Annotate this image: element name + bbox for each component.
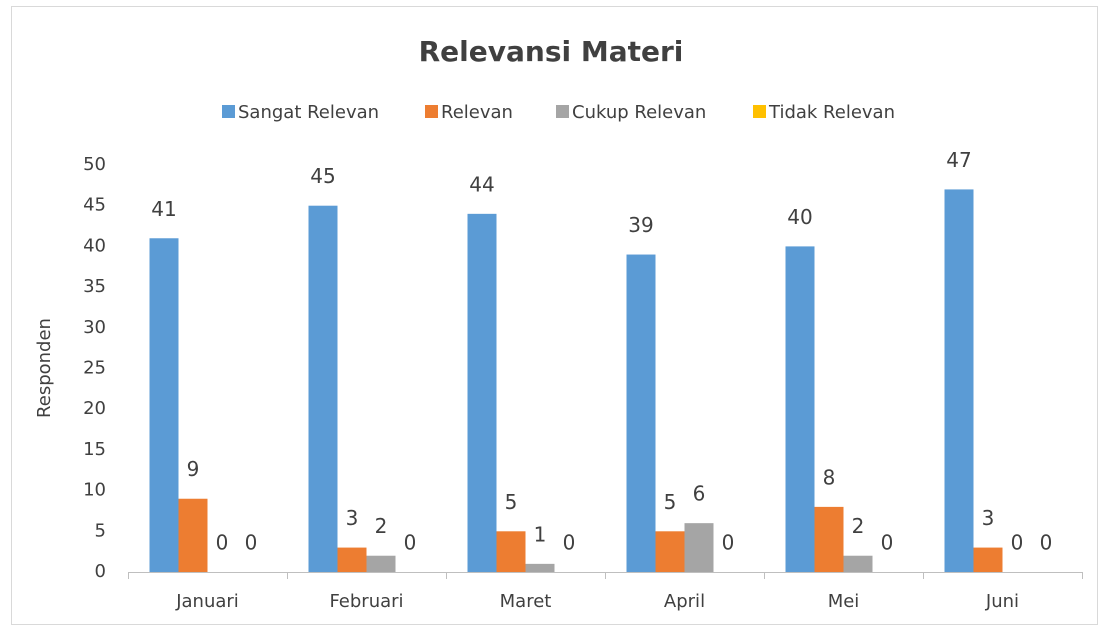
- legend-swatch: [556, 105, 569, 118]
- bar: [626, 254, 656, 573]
- data-label: 2: [852, 514, 865, 538]
- y-tick-label: 20: [83, 398, 106, 419]
- data-label: 45: [310, 164, 335, 188]
- bar: [308, 205, 338, 572]
- legend-swatch: [425, 105, 438, 118]
- data-label: 5: [664, 490, 677, 514]
- bar: [655, 531, 685, 572]
- bar: [467, 213, 497, 572]
- legend-label: Relevan: [441, 102, 513, 123]
- y-tick-label: 0: [95, 561, 106, 582]
- x-tick-label: Januari: [175, 591, 239, 612]
- bar: [944, 189, 974, 573]
- legend-swatch: [753, 105, 766, 118]
- bar: [814, 506, 844, 572]
- y-tick-label: 35: [83, 276, 106, 297]
- data-label: 3: [982, 506, 995, 530]
- chart-title: Relevansi Materi: [419, 35, 684, 68]
- x-tick-label: Mei: [828, 591, 860, 612]
- data-label: 41: [151, 197, 176, 221]
- data-label: 0: [404, 531, 417, 555]
- y-tick-label: 40: [83, 235, 106, 256]
- bar: [337, 547, 367, 572]
- data-label: 0: [1040, 531, 1053, 555]
- bar: [843, 555, 873, 572]
- x-tick-label: Juni: [985, 591, 1019, 612]
- data-label: 0: [722, 531, 735, 555]
- y-tick-label: 50: [83, 154, 106, 175]
- data-label: 0: [1011, 531, 1024, 555]
- data-label: 44: [469, 172, 494, 196]
- bar: [973, 547, 1003, 572]
- data-label: 0: [563, 531, 576, 555]
- data-label: 9: [187, 457, 200, 481]
- legend-label: Tidak Relevan: [768, 102, 895, 123]
- bar: [149, 238, 179, 572]
- data-label: 47: [946, 148, 971, 172]
- bar: [785, 246, 815, 572]
- y-tick-label: 25: [83, 358, 106, 379]
- legend-label: Sangat Relevan: [238, 102, 379, 123]
- y-tick-label: 5: [95, 520, 106, 541]
- bar: [525, 563, 555, 572]
- bar: [496, 531, 526, 572]
- data-label: 0: [881, 531, 894, 555]
- data-label: 3: [346, 506, 359, 530]
- data-label: 0: [216, 531, 229, 555]
- y-tick-label: 10: [83, 480, 106, 501]
- x-tick-label: Maret: [500, 591, 552, 612]
- bar: [366, 555, 396, 572]
- data-label: 5: [505, 490, 518, 514]
- bar: [178, 498, 208, 572]
- y-tick-label: 15: [83, 439, 106, 460]
- bar: [684, 523, 714, 572]
- data-label: 1: [534, 522, 547, 546]
- y-tick-label: 30: [83, 317, 106, 338]
- data-label: 0: [245, 531, 258, 555]
- legend-label: Cukup Relevan: [572, 102, 706, 123]
- data-label: 6: [693, 482, 706, 506]
- data-label: 39: [628, 213, 653, 237]
- y-tick-label: 45: [83, 195, 106, 216]
- legend-swatch: [222, 105, 235, 118]
- y-axis-title: Responden: [34, 318, 55, 418]
- data-label: 8: [823, 465, 836, 489]
- x-tick-label: Februari: [329, 591, 403, 612]
- data-label: 2: [375, 514, 388, 538]
- x-tick-label: April: [664, 591, 705, 612]
- data-label: 40: [787, 205, 812, 229]
